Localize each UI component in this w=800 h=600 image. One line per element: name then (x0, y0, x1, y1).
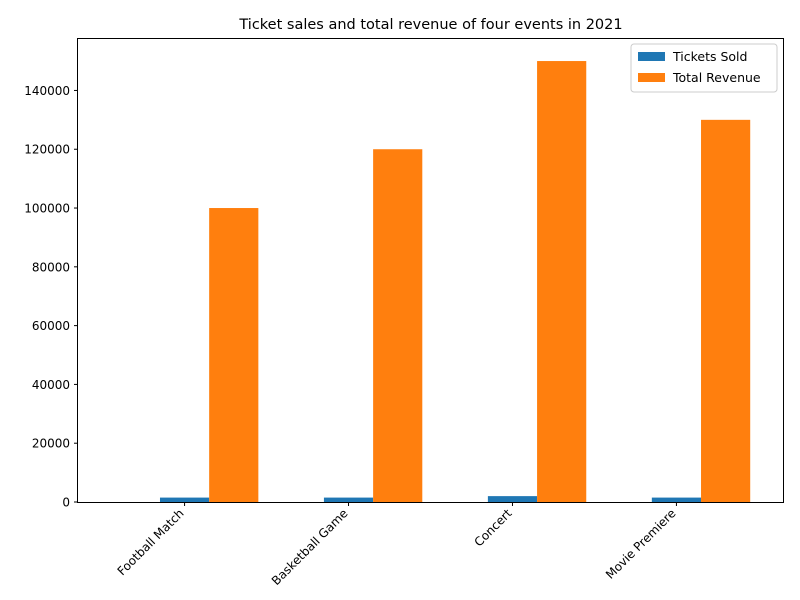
legend-label: Tickets Sold (672, 49, 747, 64)
legend-swatch (638, 52, 665, 61)
bar-tickets-sold (651, 497, 702, 502)
bar-total-revenue (373, 149, 423, 502)
y-tick-label: 80000 (32, 260, 70, 274)
bar-total-revenue (701, 119, 751, 502)
legend-box (630, 43, 778, 93)
y-tick-label: 0 (62, 496, 70, 510)
bar-tickets-sold (323, 497, 374, 502)
y-tick-label: 20000 (32, 437, 70, 451)
bar-total-revenue (537, 61, 587, 503)
legend: Tickets Sold Total Revenue (630, 43, 778, 93)
bar-tickets-sold (487, 496, 538, 502)
y-tick-label: 120000 (24, 143, 70, 157)
y-tick-label: 40000 (32, 378, 70, 392)
y-tick-label: 60000 (32, 319, 70, 333)
bar-total-revenue (209, 208, 259, 503)
y-tick-label: 100000 (24, 202, 70, 216)
legend-label: Total Revenue (672, 70, 761, 85)
bar-tickets-sold (159, 497, 210, 502)
y-tick-label: 140000 (24, 84, 70, 98)
chart-title: Ticket sales and total revenue of four e… (238, 17, 622, 33)
axes-frame (77, 38, 784, 503)
legend-swatch (638, 73, 665, 82)
